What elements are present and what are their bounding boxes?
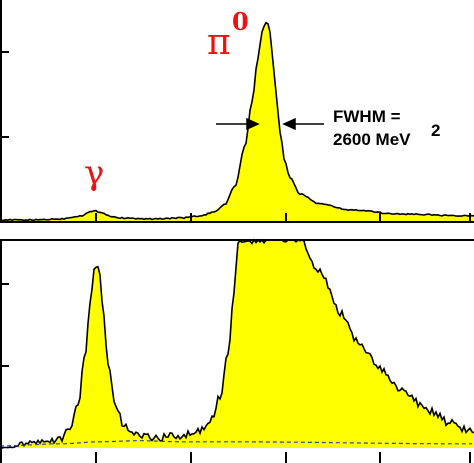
- fwhm-label-line2: 2600 MeV: [333, 130, 411, 149]
- top-panel: γ π 0 FWHM = 2600 MeV 2: [0, 0, 474, 223]
- pi-superscript: 0: [232, 7, 249, 36]
- bottom-background-fit: [0, 440, 472, 447]
- fwhm-arrows: [216, 117, 324, 131]
- bottom-y-ticks: [0, 283, 9, 367]
- bottom-panel: [0, 238, 474, 463]
- top-histogram-outline: [0, 21, 474, 222]
- bottom-histogram-area: [0, 240, 474, 448]
- gamma-label: γ: [84, 153, 104, 193]
- pi-label: π: [207, 22, 231, 63]
- top-histogram-area: [0, 22, 474, 222]
- fwhm-label-line1: FWHM =: [333, 107, 401, 126]
- top-x-ticks: [95, 213, 471, 222]
- fwhm-label-sup: 2: [431, 121, 440, 140]
- bottom-x-ticks: [95, 452, 471, 463]
- bottom-histogram-outline: [0, 238, 474, 449]
